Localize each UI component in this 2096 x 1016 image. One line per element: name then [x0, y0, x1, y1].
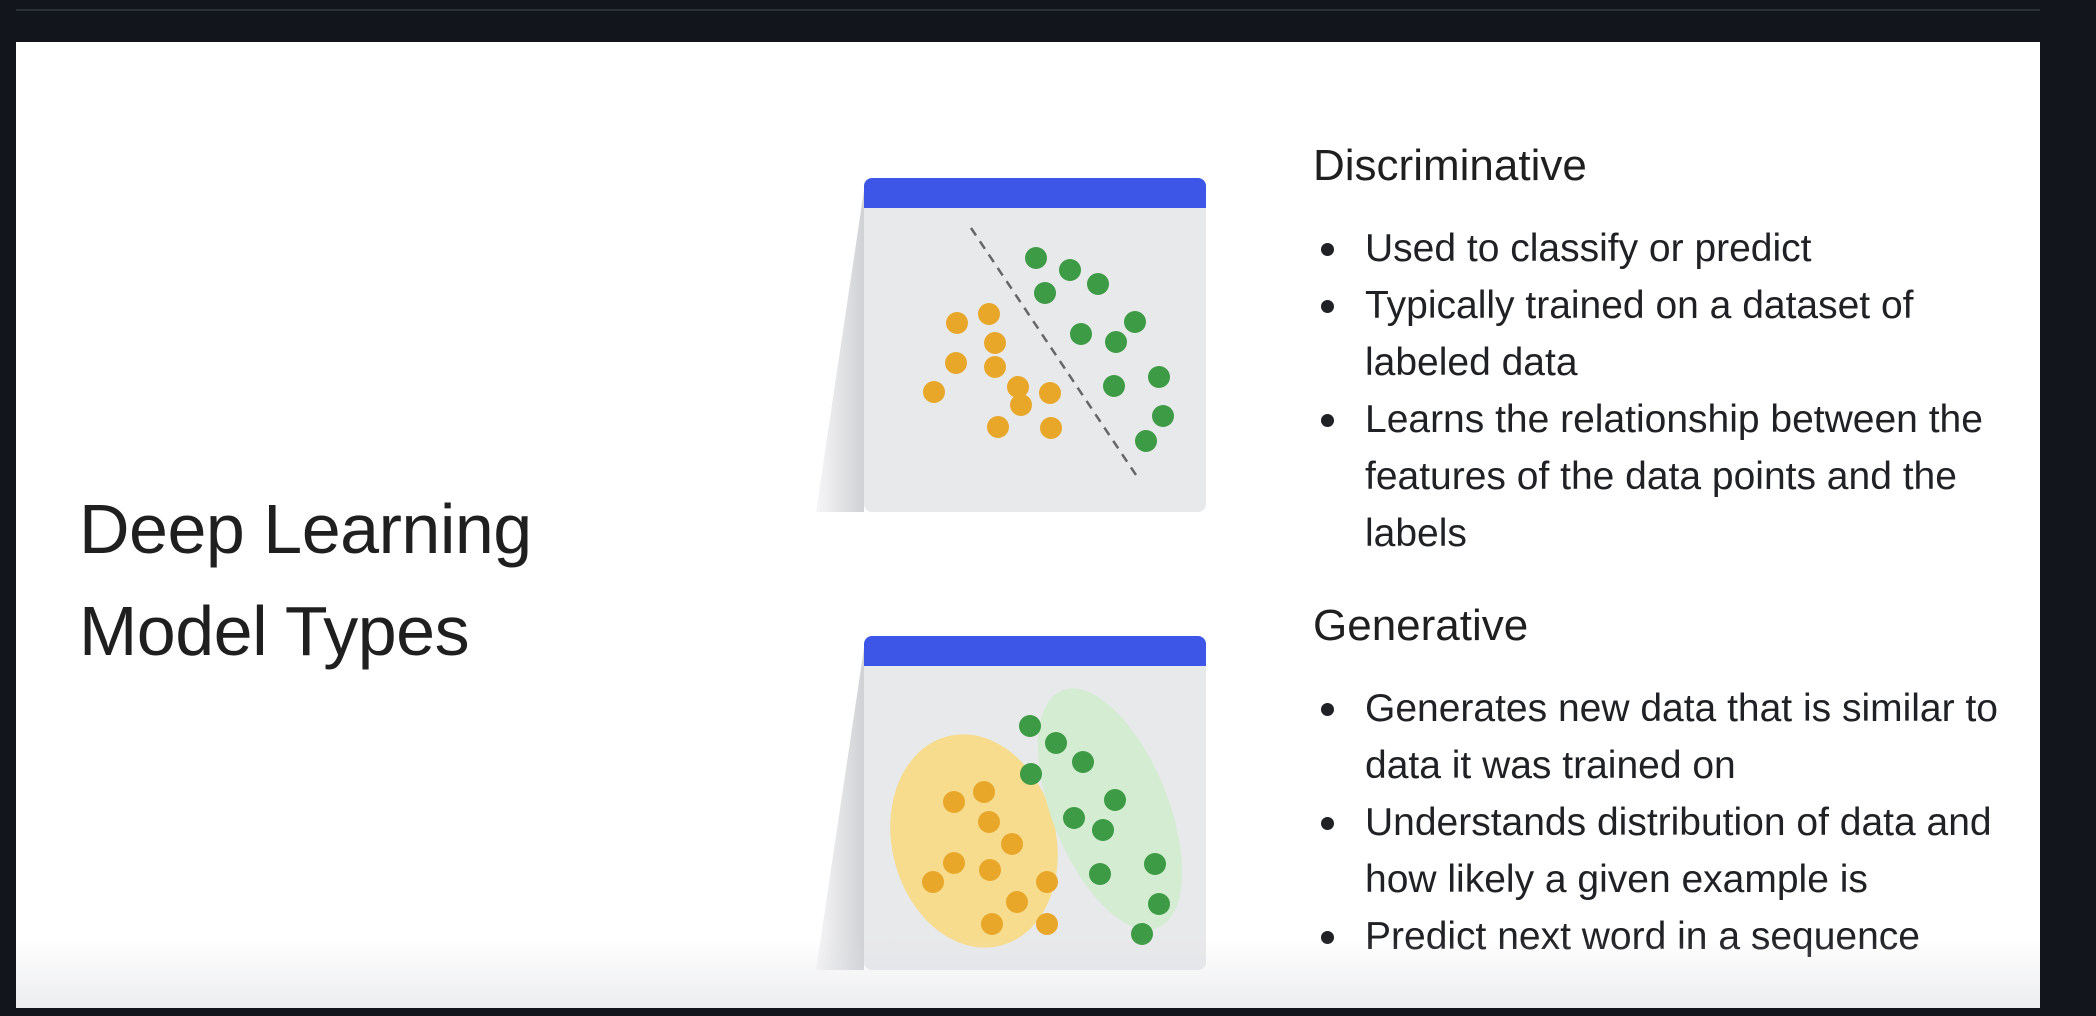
discriminative-illustration	[816, 130, 1226, 512]
discriminative-bullet-list: Used to classify or predict Typically tr…	[1313, 220, 2033, 562]
card-fold-shadow	[816, 648, 864, 970]
bullet-item: Generates new data that is similar to da…	[1313, 680, 2033, 794]
discriminative-section: Discriminative Used to classify or predi…	[1313, 138, 2033, 562]
decision-boundary-line	[969, 227, 1140, 479]
bullet-item: Used to classify or predict	[1313, 220, 2033, 277]
slide: Deep Learning Model Types	[16, 42, 2040, 1008]
green-class-dots	[1025, 247, 1174, 452]
card-fold-shadow	[816, 190, 864, 512]
generative-bullet-list: Generates new data that is similar to da…	[1313, 680, 2033, 965]
slide-title-line-1: Deep Learning	[79, 490, 532, 568]
bullet-item: Learns the relationship between the feat…	[1313, 391, 2033, 562]
bullet-item: Typically trained on a dataset of labele…	[1313, 277, 2033, 391]
generative-section: Generative Generates new data that is si…	[1313, 598, 2033, 965]
generative-illustration	[816, 588, 1226, 970]
generative-heading: Generative	[1313, 601, 1529, 650]
yellow-class-dots	[922, 781, 1058, 935]
bullet-item: Understands distribution of data and how…	[1313, 794, 2033, 908]
bullet-item: Predict next word in a sequence	[1313, 908, 2033, 965]
yellow-class-dots	[923, 303, 1062, 439]
card-background	[864, 178, 1206, 512]
window-top-edge	[16, 9, 2040, 11]
discriminative-heading: Discriminative	[1313, 141, 1587, 190]
slide-title-line-2: Model Types	[79, 592, 470, 670]
slide-title: Deep Learning Model Types	[79, 478, 639, 682]
green-class-dots	[1019, 715, 1170, 945]
